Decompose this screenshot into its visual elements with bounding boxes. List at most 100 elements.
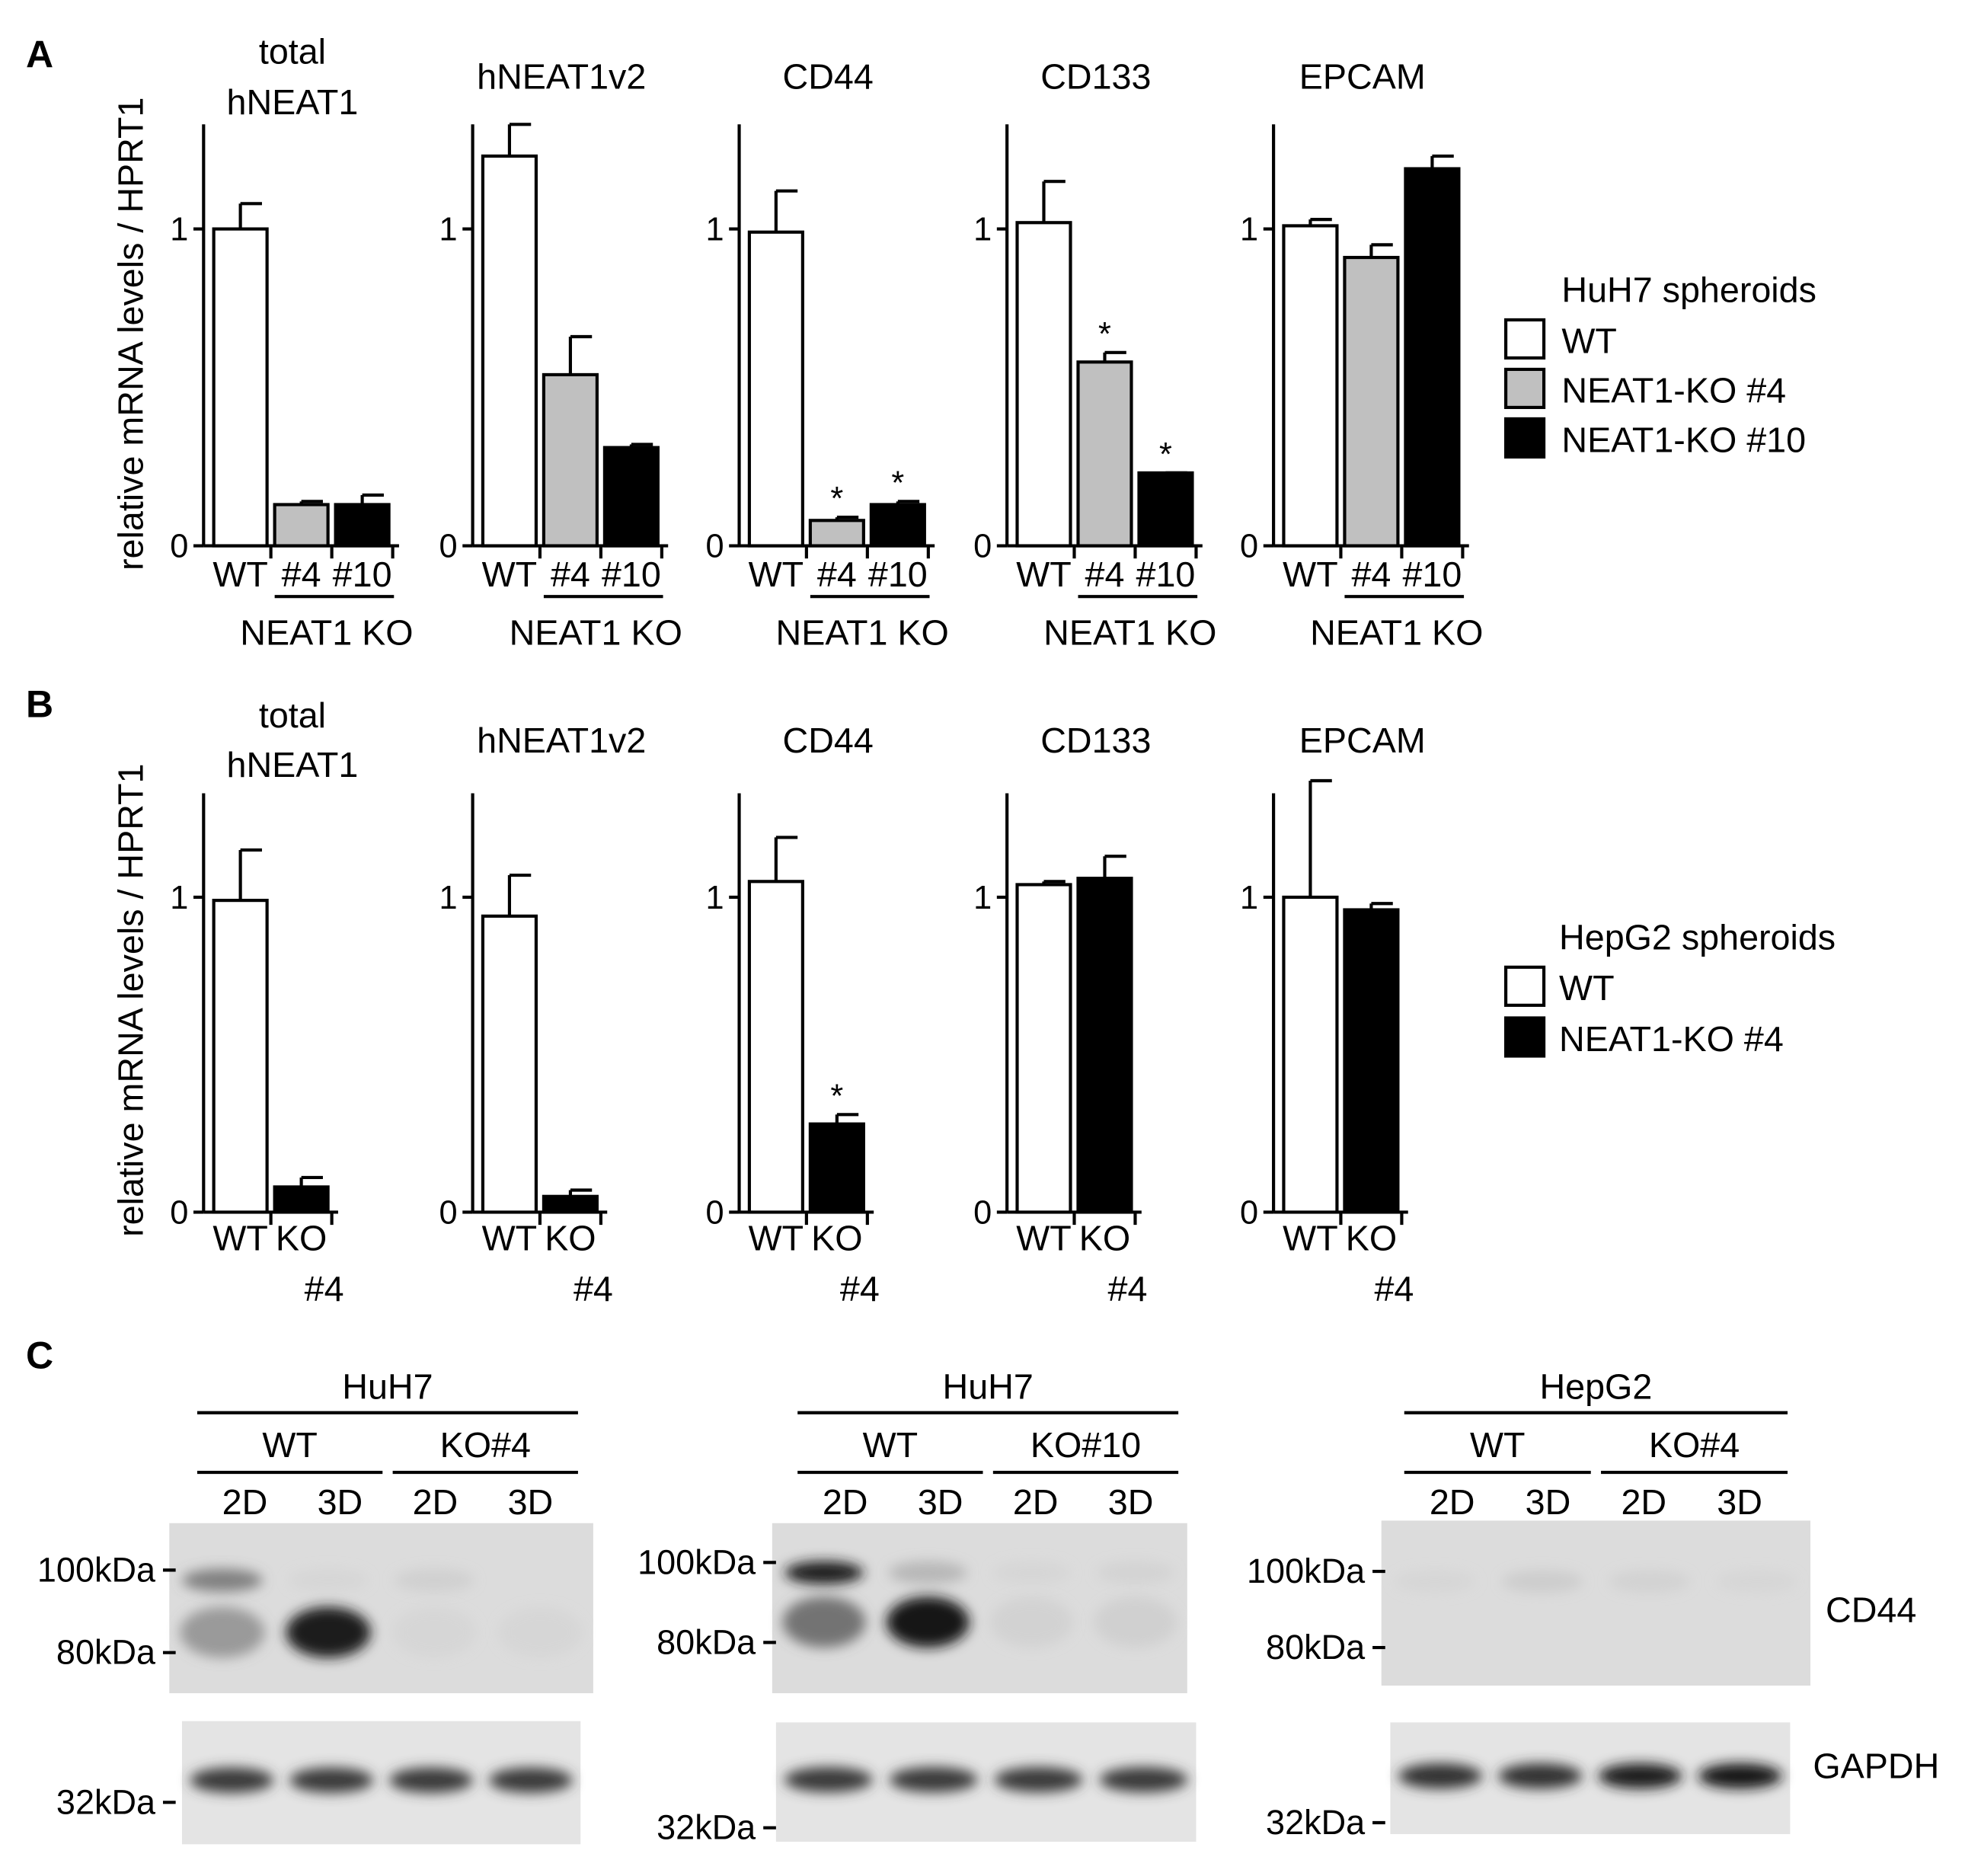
blot-cell-line: HepG2 <box>1539 1366 1652 1406</box>
bar-wt <box>1282 224 1339 548</box>
lane-label: 2D <box>413 1482 459 1522</box>
y-tick-label: 1 <box>439 880 458 916</box>
bar-ko-4 <box>1343 908 1400 1214</box>
cd44-band-upper <box>1716 1570 1798 1593</box>
x-tick-label: WT <box>212 554 268 594</box>
chart-title: CD44 <box>783 57 874 97</box>
y-tick-label: 1 <box>1240 880 1258 916</box>
cd44-band-lower <box>497 1606 583 1658</box>
y-tick-label: 0 <box>973 1194 992 1231</box>
chart-title-line-2: hNEAT1 <box>227 745 359 785</box>
blot-huh7-2: HuH7 WT KO#10 2D 3D 2D 3D 100kDa 80kDa 32kDa <box>637 1366 1197 1847</box>
gapdh-band <box>1598 1763 1682 1789</box>
chart-title: hNEAT1v2 <box>477 57 646 97</box>
cd44-band-upper <box>1095 1561 1175 1584</box>
cd44-band-upper <box>182 1568 263 1592</box>
legend-item-ko10: NEAT1-KO #10 <box>1503 417 1806 459</box>
bar-wt <box>1282 895 1339 1214</box>
x-tick-label: #10 <box>602 554 661 594</box>
cd44-band-upper <box>992 1561 1072 1584</box>
x-tick-label: WT <box>1016 554 1072 594</box>
cd44-band-lower <box>782 1596 866 1648</box>
blot-huh7-1: HuH7 WT KO#4 2D 3D 2D 3D 100kDa 80kDa 32kDa <box>37 1366 593 1845</box>
gapdh-band <box>488 1767 573 1793</box>
y-axis-label-b: relative mRNA levels / HPRT1 <box>110 763 150 1236</box>
cd44-band-lower <box>886 1596 970 1648</box>
legend-swatch <box>1503 417 1546 459</box>
lane-label: 3D <box>1526 1482 1571 1522</box>
chart-title-line-1: total <box>259 695 326 735</box>
legend-title: HepG2 spheroids <box>1559 917 1836 957</box>
x-tick-label: WT <box>1283 1218 1338 1258</box>
significance-star: * <box>1098 316 1111 353</box>
bar-4 <box>1076 360 1133 548</box>
legend-title: HuH7 spheroids <box>1561 270 1816 310</box>
x-tick-label-line-2: #4 <box>305 1269 344 1309</box>
bar-wt <box>481 914 538 1214</box>
legend-item-wt: WT <box>1503 965 1615 1008</box>
x-tick-label: KO <box>1346 1218 1397 1258</box>
blot-cell-line: HuH7 <box>943 1366 1034 1406</box>
cd44-membrane <box>1381 1520 1811 1686</box>
legend-label: NEAT1-KO #10 <box>1561 420 1806 459</box>
gapdh-band <box>1398 1763 1483 1789</box>
gapdh-band <box>1498 1763 1583 1789</box>
chart-a-cd133: CD133 0 1 WT * #4 * #10 NEAT1 KO <box>973 57 1216 653</box>
legend-hepg2: HepG2 spheroids WT NEAT1-KO #4 <box>1503 917 1836 1059</box>
blot-group-label: KO#10 <box>1030 1425 1141 1465</box>
legend-huh7: HuH7 spheroids WT NEAT1-KO #4 NEAT1-KO #… <box>1503 270 1816 459</box>
x-tick-label: #4 <box>1085 554 1125 594</box>
x-tick-label: WT <box>1283 554 1338 594</box>
bar-wt <box>1015 221 1072 548</box>
chart-b-hneat1v2: hNEAT1v2 0 1 WT KO #4 <box>439 721 647 1309</box>
mw-marker-label: 32kDa <box>56 1782 156 1821</box>
y-tick-label: 0 <box>439 1194 458 1231</box>
legend-label: WT <box>1559 968 1615 1008</box>
x-tick-label: KO <box>545 1218 596 1258</box>
bar-ko-4 <box>542 1194 599 1214</box>
y-tick-label: 1 <box>973 212 992 248</box>
legend-label: WT <box>1561 321 1617 360</box>
legend-swatch <box>1503 318 1546 360</box>
gapdh-band <box>889 1766 978 1793</box>
chart-title-line-2: hNEAT1 <box>227 82 359 122</box>
x-tick-label: WT <box>482 554 538 594</box>
x-tick-label: WT <box>482 1218 538 1258</box>
cd44-band-upper <box>784 1561 864 1584</box>
legend-item-wt: WT <box>1503 318 1617 360</box>
bar-wt <box>212 227 269 548</box>
blot-cell-line: HuH7 <box>342 1366 433 1406</box>
panel-label-c: C <box>26 1334 53 1376</box>
x-tick-label: KO <box>1079 1218 1130 1258</box>
bar-wt <box>481 154 538 548</box>
chart-title: CD44 <box>783 721 874 760</box>
blot-hepg2-3: HepG2 WT KO#4 2D 3D 2D 3D 100kDa 80kDa 32kDa <box>1247 1366 1811 1842</box>
chart-title: EPCAM <box>1299 57 1426 97</box>
cd44-band-lower <box>391 1606 477 1658</box>
gapdh-band <box>784 1766 873 1793</box>
chart-b-cd44: CD44 0 1 WT * KO #4 <box>705 721 879 1309</box>
cd44-membrane <box>169 1523 593 1694</box>
lane-label: 3D <box>1717 1482 1762 1522</box>
y-tick-label: 1 <box>170 880 188 916</box>
y-axis-label-a: relative mRNA levels / HPRT1 <box>110 97 150 570</box>
blot-group-label: KO#4 <box>1649 1425 1740 1465</box>
bar-ko-4 <box>808 1122 865 1214</box>
chart-title-line-1: total <box>259 31 326 71</box>
mw-marker-label: 100kDa <box>637 1542 756 1581</box>
lane-label: 3D <box>1108 1482 1154 1522</box>
group-label: NEAT1 KO <box>240 613 413 653</box>
chart-b-total-hneat1: total hNEAT1 0 1 WT KO #4 <box>170 695 358 1309</box>
x-tick-label: #4 <box>817 554 857 594</box>
x-tick-label: #10 <box>868 554 928 594</box>
cd44-band-upper <box>288 1568 369 1592</box>
blot-group-label: WT <box>1470 1425 1526 1465</box>
cd44-band-lower <box>180 1606 265 1658</box>
lane-label: 2D <box>823 1482 868 1522</box>
significance-star: * <box>891 465 904 501</box>
x-tick-label-line-2: #4 <box>1374 1269 1414 1309</box>
x-tick-label: WT <box>749 1218 804 1258</box>
bar-10 <box>869 503 926 548</box>
mw-marker-label: 80kDa <box>1266 1628 1366 1667</box>
